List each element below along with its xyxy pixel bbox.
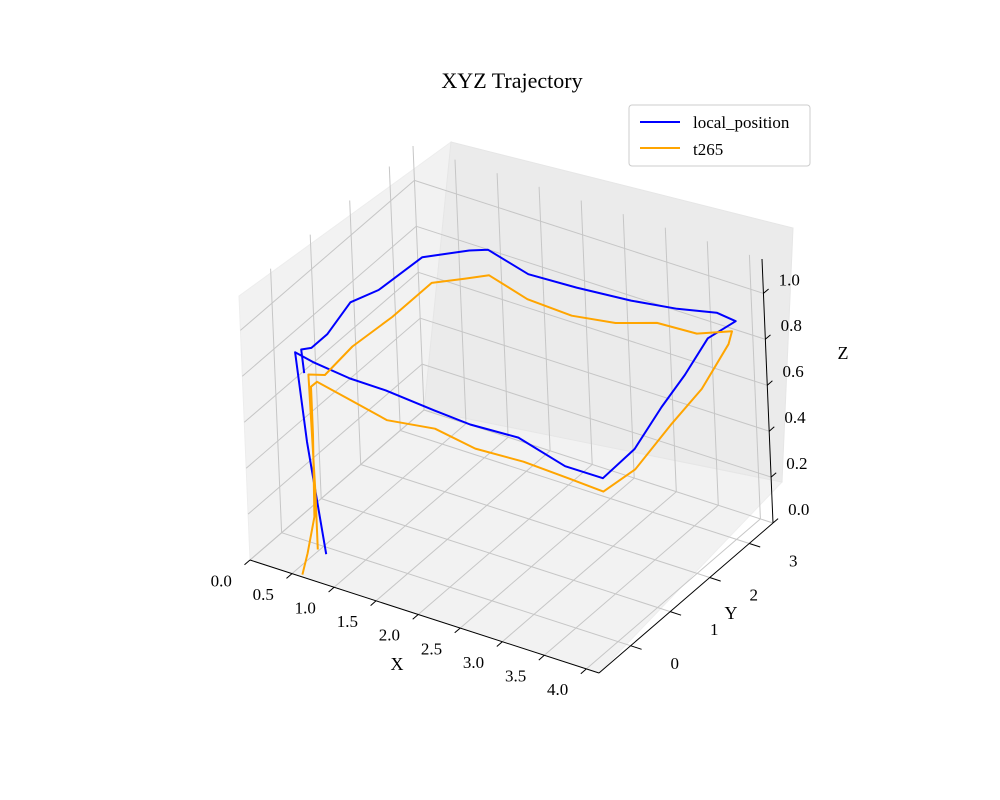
x-grid-line [496,173,509,438]
x-tick-mark [286,573,293,579]
x-grid-line [454,159,467,424]
x-tick-mark [496,641,503,647]
x-grid-line [417,464,593,615]
chart-title: XYZ Trajectory [441,68,582,93]
y-grid-line [281,532,631,647]
x-grid-line [586,518,761,670]
legend-frame [628,104,811,167]
x-axis-label: X [391,654,404,674]
x-grid-line [748,254,761,519]
x-grid-line [706,241,719,506]
z-grid-line [240,180,415,331]
z-grid-line [418,271,768,386]
z-tick-label: 0.6 [782,362,803,381]
x-tick-label: 3.0 [463,653,484,672]
x-tick-label: 0.5 [253,585,274,604]
chart-panes [238,140,794,674]
x-tick-mark [244,559,251,566]
y-tick-label: 3 [789,552,798,571]
y-axis-label: Y [725,603,738,623]
x-grid-line [538,186,551,451]
x-tick-label: 2.5 [421,639,442,658]
x-tick-label: 2.0 [379,626,400,645]
z-axis-label: Z [838,343,849,363]
x-grid-line [375,450,551,602]
x-tick-label: 4.0 [547,680,568,699]
z-grid-line [414,179,764,294]
z-tick-label: 0.8 [781,316,802,335]
series-line-t265 [301,274,733,575]
z-tick-label: 0.0 [788,500,809,519]
z-grid-line [416,225,766,340]
x-tick-label: 1.0 [295,599,316,618]
y-tick-label: 1 [710,620,719,639]
y-tick-label: 2 [750,586,759,605]
x-tick-mark [454,627,461,634]
z-grid-line [245,317,421,469]
z-grid-line [249,409,425,561]
z-tick-mark [766,380,773,386]
y-axis-line [598,522,774,674]
y-tick-mark [670,611,682,616]
y-tick-mark [709,577,721,582]
x-grid-line [622,214,635,479]
z-tick-mark [764,334,771,340]
x-grid-line [412,145,425,411]
y-grid-line [360,464,710,578]
x-grid-line [543,504,719,656]
z-grid-line [421,363,772,478]
x-grid-line [664,227,677,492]
z-axis-line [761,258,774,524]
z-tick-mark [768,426,775,432]
x-tick-mark [580,668,587,675]
z-grid-line [241,225,417,377]
z-tick-mark [763,288,769,294]
y-grid-line [400,430,750,544]
z-tick-mark [772,518,779,524]
y-grid-line [349,200,362,465]
legend-label-local-position: local_position [693,113,790,132]
y-grid-line [309,234,322,499]
x-axis-line [249,559,600,674]
y-tick-label: 0 [670,654,679,673]
axis-lines [244,258,779,675]
y-grid-line [388,166,401,431]
x-tick-mark [538,654,545,661]
x-grid-line [501,491,677,643]
grid-lines [240,145,774,670]
z-grid-line [243,271,419,423]
z-tick-label: 0.4 [784,408,806,427]
x-tick-label: 0.0 [211,571,232,590]
legend: local_position t265 [628,104,811,167]
x-grid-line [333,436,509,588]
y-tick-mark [749,543,761,548]
z-grid-line [247,363,423,515]
x-tick-label: 3.5 [505,667,526,686]
x-tick-mark [328,586,335,593]
z-tick-label: 0.2 [786,454,807,473]
y-tick-mark [630,645,642,650]
back-right-pane [423,141,794,483]
x-grid-line [459,477,635,629]
z-grid-line [420,317,770,432]
z-tick-mark [770,472,777,478]
x-tick-mark [412,614,419,620]
z-tick-label: 1.0 [779,270,800,289]
y-grid-line [270,268,283,533]
series-lines [294,248,737,575]
y-grid-line [321,498,671,613]
tick-labels: 0.0 0.5 1.0 1.5 2.0 2.5 3.0 3.5 4.0 0 1 2 3 0.0 0.2 0.4… [211,270,810,699]
z-grid-line [423,409,774,524]
x-grid-line [580,200,593,465]
x-tick-label: 1.5 [337,612,358,631]
series-line-local-position [294,248,737,555]
legend-label-t265: t265 [693,140,723,159]
x-grid-line [291,423,467,574]
x-tick-mark [370,600,377,606]
